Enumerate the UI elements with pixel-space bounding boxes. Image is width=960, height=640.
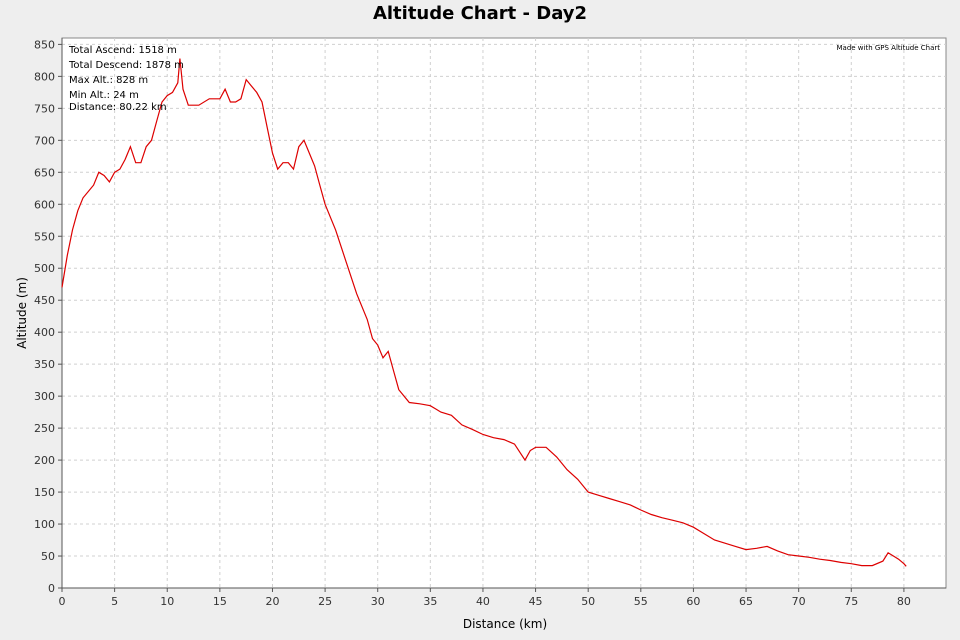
- x-tick-label: 40: [476, 595, 490, 608]
- y-axis-label: Altitude (m): [15, 277, 29, 349]
- y-tick-label: 150: [34, 486, 55, 499]
- chart-title: Altitude Chart - Day2: [373, 3, 587, 24]
- y-tick-label: 50: [41, 550, 55, 563]
- x-tick-label: 80: [897, 595, 911, 608]
- x-tick-label: 70: [792, 595, 806, 608]
- x-tick-label: 30: [371, 595, 385, 608]
- credit-text: Made with GPS Altitude Chart: [836, 44, 940, 52]
- x-tick-label: 5: [111, 595, 118, 608]
- stat-distance: Distance: 80.22 km: [69, 102, 167, 113]
- stat-total-ascend: Total Ascend: 1518 m: [68, 45, 177, 56]
- y-tick-label: 300: [34, 390, 55, 403]
- y-tick-label: 100: [34, 518, 55, 531]
- x-tick-label: 35: [423, 595, 437, 608]
- y-tick-label: 850: [34, 38, 55, 51]
- stats-box: Total Ascend: 1518 m Total Descend: 1878…: [68, 45, 184, 113]
- grid-lines: [61, 38, 946, 589]
- x-tick-label: 55: [634, 595, 648, 608]
- y-tick-label: 800: [34, 70, 55, 83]
- x-tick-label: 10: [160, 595, 174, 608]
- x-axis-label: Distance (km): [463, 617, 547, 631]
- x-tick-label: 65: [739, 595, 753, 608]
- y-tick-label: 450: [34, 294, 55, 307]
- y-tick-label: 350: [34, 358, 55, 371]
- y-tick-label: 400: [34, 326, 55, 339]
- y-tick-label: 250: [34, 422, 55, 435]
- y-tick-label: 0: [48, 582, 55, 595]
- stat-max-alt: Max Alt.: 828 m: [69, 75, 148, 86]
- x-tick-label: 50: [581, 595, 595, 608]
- x-tick-label: 60: [686, 595, 700, 608]
- y-tick-label: 500: [34, 262, 55, 275]
- x-tick-label: 25: [318, 595, 332, 608]
- x-axis-ticks: 0 5 10 15 20 25 30 35 40 45 50 55 60 65 70 75 80: [59, 588, 911, 608]
- plot-area: [61, 37, 947, 589]
- y-tick-label: 650: [34, 166, 55, 179]
- altitude-series-line: [61, 58, 907, 567]
- stat-min-alt: Min Alt.: 24 m: [69, 90, 139, 101]
- x-tick-label: 45: [529, 595, 543, 608]
- x-tick-label: 15: [213, 595, 227, 608]
- y-tick-label: 750: [34, 102, 55, 115]
- x-tick-label: 75: [844, 595, 858, 608]
- y-tick-label: 700: [34, 134, 55, 147]
- x-tick-label: 0: [59, 595, 66, 608]
- y-tick-label: 600: [34, 198, 55, 211]
- y-tick-label: 200: [34, 454, 55, 467]
- y-tick-label: 550: [34, 230, 55, 243]
- stat-total-descend: Total Descend: 1878 m: [68, 60, 184, 71]
- y-axis-ticks: 0 50 100 150 200 250 300 350 400 450 500 550 600 650 7…: [34, 38, 62, 595]
- x-tick-label: 20: [265, 595, 279, 608]
